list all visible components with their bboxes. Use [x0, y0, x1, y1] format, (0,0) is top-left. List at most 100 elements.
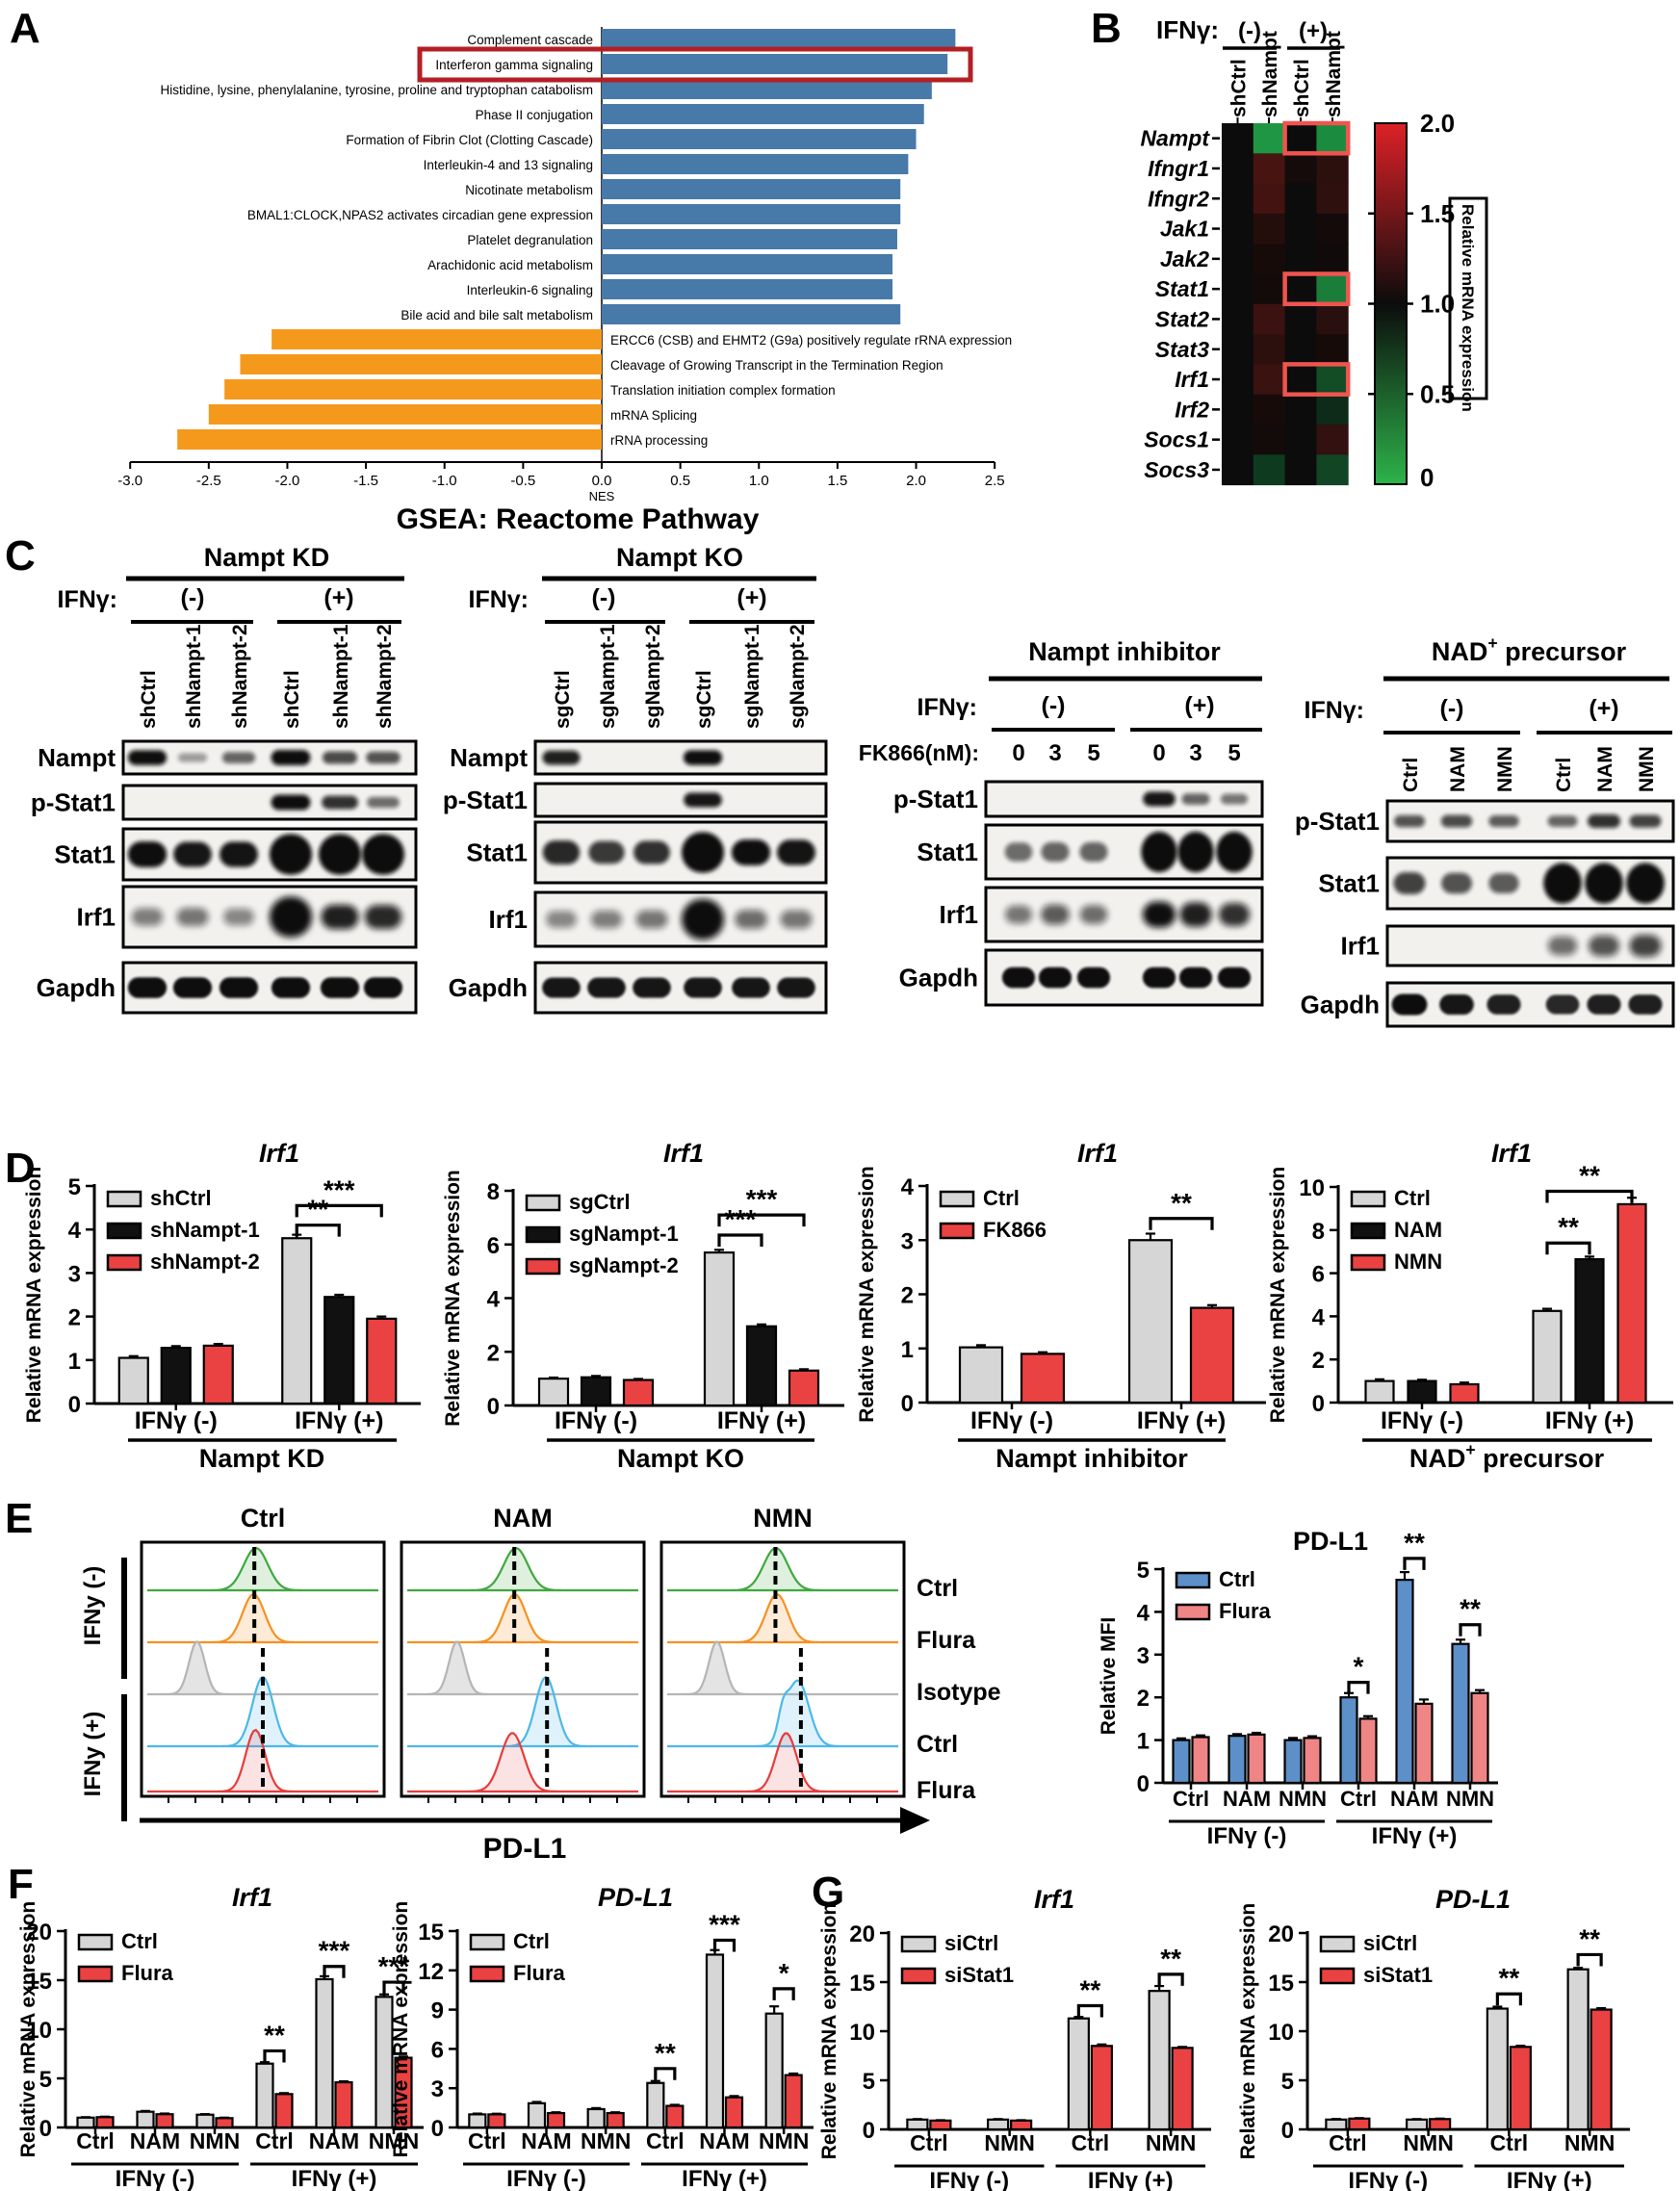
group-label: NAM: [1223, 1787, 1271, 1811]
x-tick-label: 0.0: [592, 473, 612, 489]
blot-band: [1143, 791, 1176, 807]
colorbar: [1374, 122, 1408, 485]
blot-band: [363, 977, 403, 998]
group-label: Ctrl: [1173, 1787, 1209, 1811]
group-label: Ctrl: [646, 2128, 685, 2153]
blot-band: [176, 908, 209, 926]
chart-title: PD-L1: [598, 1883, 673, 1912]
pathway-label: Formation of Fibrin Clot (Clotting Casca…: [346, 133, 593, 147]
blot-band: [546, 911, 577, 928]
sig-stars: **: [1079, 1974, 1100, 2004]
y-tick-label: 0: [68, 1392, 81, 1418]
sig-bracket: [717, 1213, 806, 1227]
bar: [1406, 2118, 1429, 2131]
blot-band: [367, 796, 400, 809]
row-label: Stat3: [1155, 337, 1209, 362]
sig-stars: ***: [709, 1910, 740, 1940]
blot-band: [322, 795, 358, 810]
blot-row-label: Gapdh: [37, 973, 116, 1002]
blot-box: [1385, 924, 1675, 967]
legend-swatch: [1175, 1603, 1211, 1621]
blot-band: [1488, 815, 1519, 827]
y-tick-label: 5: [863, 2069, 875, 2095]
nes-bar: [602, 104, 924, 124]
legend-swatch: [469, 1965, 505, 1983]
bar: [724, 2096, 744, 2129]
group-label: NMN: [581, 2128, 631, 2153]
y-tick-label: 3: [901, 1228, 914, 1254]
blot-row-label: Gapdh: [1301, 991, 1380, 1019]
blot-row-label: Gapdh: [899, 964, 978, 992]
legend-swatch: [106, 1222, 142, 1240]
bar: [281, 1237, 313, 1405]
panel-label-e: E: [5, 1495, 34, 1542]
flow-trace: [667, 1546, 898, 1592]
blot-band: [590, 910, 623, 929]
y-tick-label: 10: [849, 2020, 875, 2046]
heatmap-cell: [1284, 303, 1317, 335]
bar: [1509, 2046, 1532, 2131]
sig-bracket: [263, 2049, 286, 2063]
blot-band: [1179, 902, 1212, 927]
y-tick-label: 2: [1312, 1348, 1325, 1374]
sig-stars: ***: [725, 1204, 757, 1234]
bar-chart: Irf1 0 1 2 3 4 Relative mRNA expression IFNγ (-…: [856, 1139, 1266, 1473]
group-label: IFNγ (+): [1137, 1407, 1226, 1434]
pathway-label: Nicotinate metabolism: [465, 183, 593, 197]
bar: [929, 2119, 952, 2131]
pathway-label: Interferon gamma signaling: [435, 58, 593, 72]
bar: [1566, 1968, 1590, 2131]
blot-box: [533, 739, 828, 776]
legend-label: NMN: [1394, 1250, 1442, 1274]
group-label: NAM: [309, 2128, 359, 2153]
legend-swatch: [900, 1935, 937, 1953]
panel-label-c: C: [5, 532, 36, 580]
blot-band: [1001, 967, 1036, 989]
y-tick-label: 0: [1312, 1391, 1325, 1417]
blot-band: [1079, 905, 1108, 924]
blot-band: [269, 834, 313, 875]
y-tick-label: 1: [901, 1337, 914, 1363]
blot-band: [1218, 902, 1251, 927]
panel-a: Complement cascade Interferon gamma signa…: [117, 27, 1012, 535]
blot-band: [681, 832, 725, 873]
sig-bracket: [1076, 2003, 1103, 2018]
y-tick-label: 4: [487, 1287, 501, 1313]
y-axis-label: Relative mRNA expression: [1267, 1167, 1289, 1424]
blot-band: [1543, 863, 1582, 904]
heatmap-cell: [1253, 364, 1286, 396]
legend-swatch: [106, 1253, 142, 1272]
pathway-label: Platelet degranulation: [467, 233, 593, 247]
legend-label: siCtrl: [944, 1931, 998, 1955]
bar: [665, 2104, 685, 2129]
flow-trace: [407, 1593, 638, 1644]
bar: [255, 2062, 274, 2129]
legend-swatch: [1319, 1967, 1356, 1985]
bar: [1348, 2117, 1371, 2131]
y-tick-label: 0: [487, 1394, 500, 1420]
flow-trace: [407, 1640, 638, 1696]
blot-band: [1441, 872, 1472, 894]
bar: [1449, 1382, 1480, 1405]
bar: [958, 1346, 1004, 1405]
x-axis-label: NES: [589, 489, 615, 503]
blot-band: [127, 750, 168, 765]
bottom-label: Nampt inhibitor: [995, 1444, 1188, 1473]
heatmap-cell: [1222, 123, 1254, 154]
blot-band: [777, 839, 815, 865]
blot-band: [1587, 814, 1621, 828]
flow-trace: [667, 1732, 898, 1793]
blot-band: [361, 834, 405, 875]
panel-a-title: GSEA: Reactome Pathway: [397, 503, 760, 535]
heatmap-cell: [1316, 213, 1349, 245]
blot-band: [684, 792, 722, 808]
y-tick-label: 4: [901, 1174, 915, 1200]
legend-swatch: [77, 1965, 114, 1983]
blot-box: [984, 780, 1264, 818]
lane-label: 5: [1228, 740, 1240, 766]
y-tick-label: 1: [1137, 1729, 1150, 1755]
blot-band: [172, 977, 213, 998]
sig-stars: **: [1171, 1188, 1192, 1218]
panel-label-a: A: [10, 5, 40, 52]
cb-legend-box: [1448, 196, 1488, 400]
